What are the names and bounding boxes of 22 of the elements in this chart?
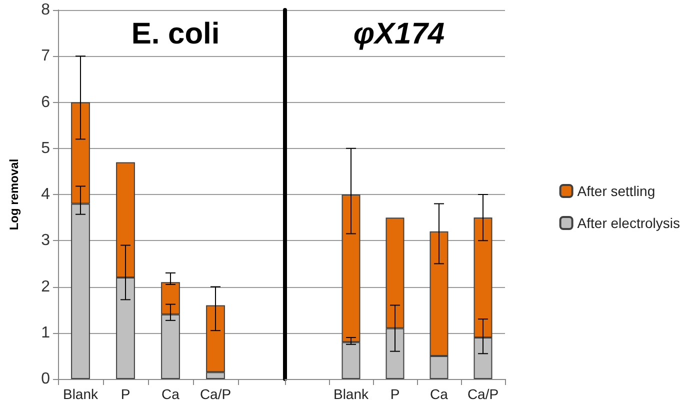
x-tick-label: Ca bbox=[430, 386, 448, 402]
y-tick-label: 1 bbox=[41, 324, 50, 342]
x-tick-label: Blank bbox=[62, 386, 100, 402]
x-tick-label: P bbox=[120, 386, 130, 402]
y-tick-label: 6 bbox=[41, 94, 50, 111]
x-tick-label: Blank bbox=[333, 386, 370, 402]
y-tick-label: 8 bbox=[41, 2, 50, 18]
y-tick-label: 0 bbox=[41, 370, 50, 388]
y-tick-label: 4 bbox=[41, 186, 50, 203]
y-axis-title: Log removal bbox=[7, 158, 21, 230]
x-tick-label: Ca bbox=[162, 386, 180, 402]
legend-label: After settling bbox=[577, 183, 656, 199]
x-tick-label: P bbox=[390, 386, 400, 402]
x-tick-label: Ca/P bbox=[467, 386, 499, 402]
y-tick-label: 2 bbox=[41, 278, 50, 296]
y-tick-label: 5 bbox=[41, 140, 50, 157]
y-tick-label: 7 bbox=[41, 48, 50, 65]
x-tick-label: Ca/P bbox=[200, 386, 232, 402]
y-tick-label: 3 bbox=[41, 232, 50, 250]
legend-label: After electrolysis bbox=[577, 215, 680, 231]
chart-title: φX174 bbox=[353, 18, 445, 50]
chart-title: E. coli bbox=[131, 18, 220, 50]
